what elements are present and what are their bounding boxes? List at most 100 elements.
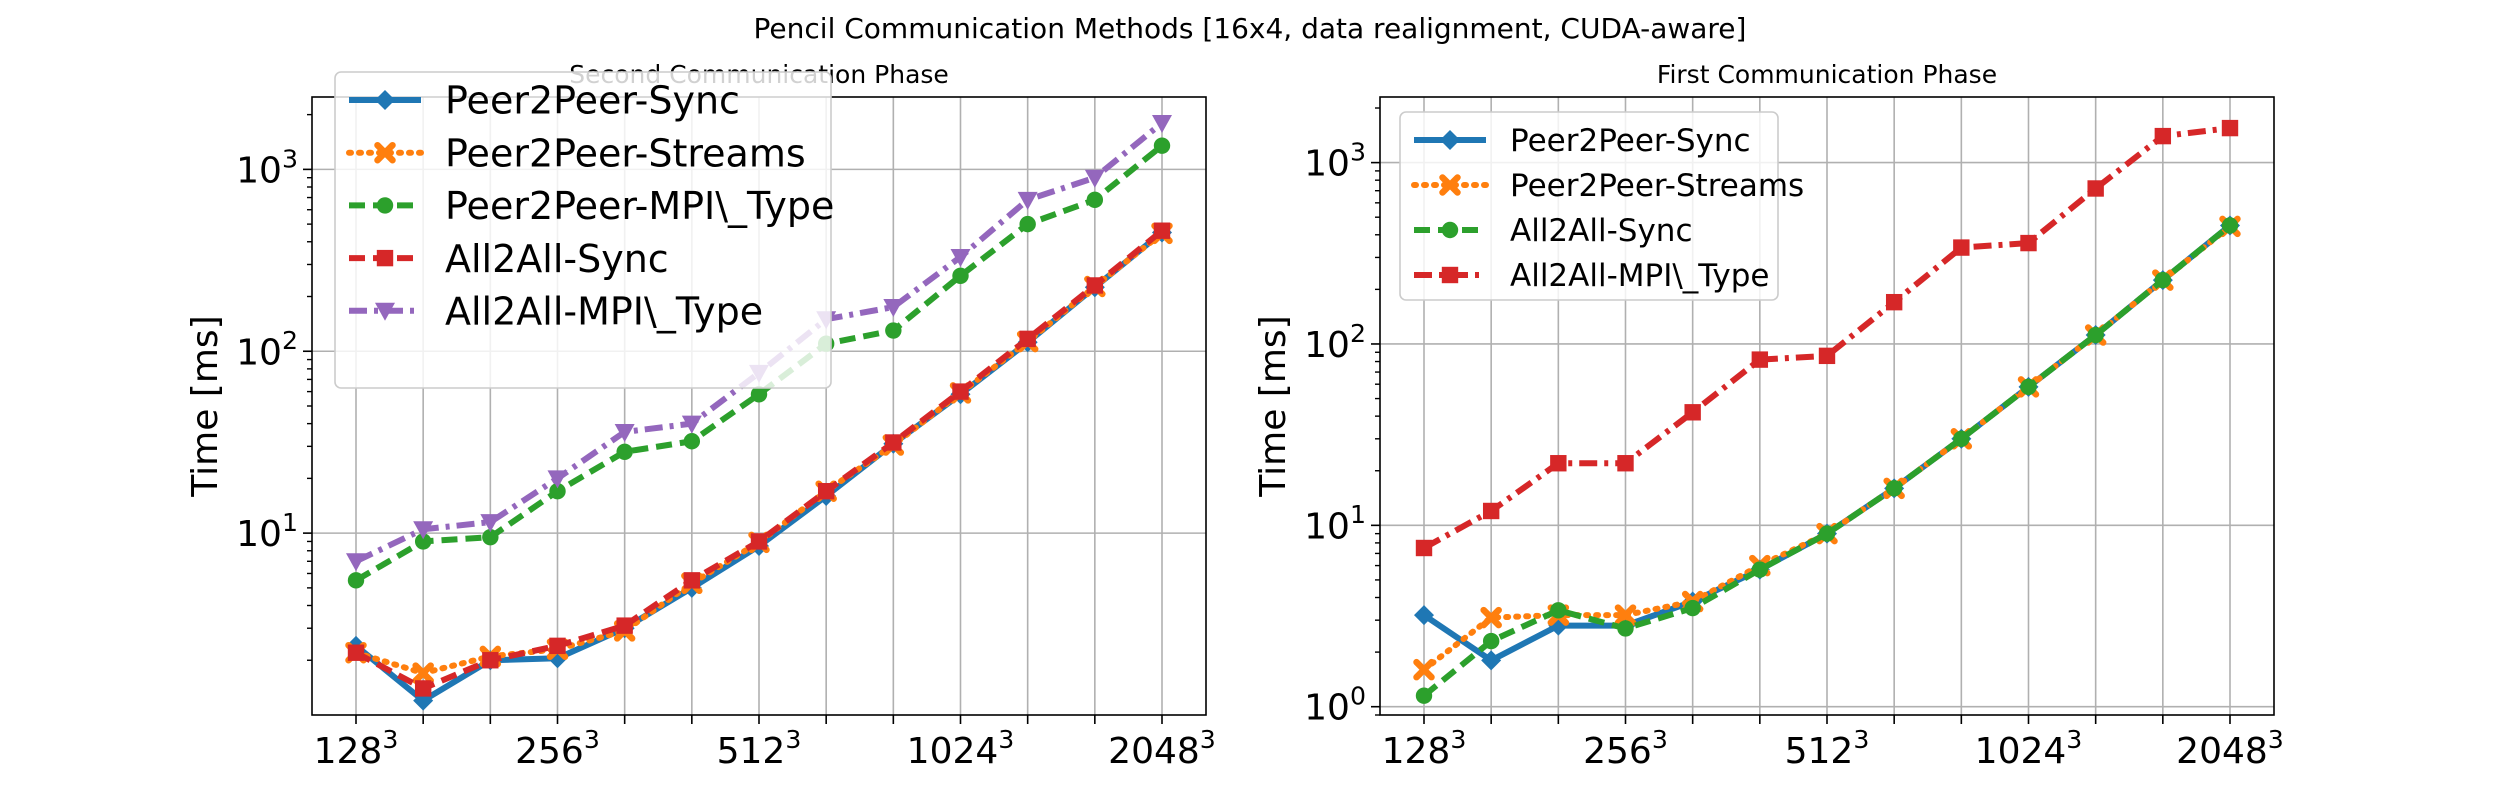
data-point	[549, 483, 566, 500]
data-point	[1414, 605, 1434, 626]
data-point	[950, 248, 971, 267]
legend-label: Peer2Peer-Streams	[1510, 168, 1804, 204]
data-point	[1086, 191, 1104, 209]
data-point	[683, 572, 701, 589]
x-tick-label: 20483	[2176, 725, 2284, 772]
x-tick-label: 1283	[1382, 725, 1467, 772]
data-point	[1019, 330, 1036, 348]
data-point	[681, 415, 702, 434]
legend-marker	[376, 197, 394, 214]
y-tick-label: 103	[236, 144, 298, 191]
legend-label: Peer2Peer-Sync	[445, 79, 740, 123]
x-tick-label: 5123	[717, 725, 802, 772]
series-all2all-sync	[1415, 217, 2239, 704]
data-point	[1617, 620, 1634, 637]
data-point	[1818, 347, 1836, 365]
y-tick-label: 100	[1304, 682, 1366, 729]
x-tick-label: 2563	[1583, 725, 1668, 772]
data-point	[1086, 277, 1104, 294]
data-point	[1617, 455, 1634, 472]
legend: Peer2Peer-Sync Peer2Peer-Streams Peer2Peer…	[334, 71, 834, 389]
data-point	[2087, 180, 2104, 197]
legend-box	[334, 71, 832, 389]
legend: Peer2Peer-Sync Peer2Peer-Streams All2All-S…	[1399, 111, 1804, 301]
data-point	[750, 533, 768, 550]
y-tick-label: 103	[1304, 137, 1366, 184]
y-axis-label: Time [ms]	[185, 315, 226, 497]
data-point	[1953, 239, 1970, 256]
data-point	[616, 617, 633, 634]
data-point	[1017, 191, 1038, 210]
data-point	[414, 533, 432, 550]
legend-marker	[376, 249, 394, 267]
data-point	[480, 514, 501, 533]
data-point	[1751, 561, 1769, 578]
legend-label: Peer2Peer-Sync	[1510, 123, 1751, 159]
data-point	[2020, 234, 2037, 252]
series-all2all-mpi-type	[1415, 119, 2239, 557]
data-point	[2020, 378, 2037, 396]
data-point	[1152, 114, 1172, 133]
data-point	[1084, 169, 1105, 188]
data-point	[883, 299, 904, 318]
data-point	[414, 680, 432, 697]
x-tick-label: 10243	[1975, 725, 2083, 772]
data-point	[2154, 271, 2172, 289]
data-point	[1413, 658, 1435, 681]
data-point	[549, 637, 566, 655]
series-all2all-sync	[347, 222, 1171, 697]
data-point	[2221, 217, 2239, 234]
data-point	[347, 572, 365, 589]
y-tick-label: 102	[236, 326, 298, 373]
data-point	[1684, 404, 1701, 421]
data-point	[413, 521, 434, 540]
data-point	[952, 383, 969, 400]
data-point	[1885, 480, 1903, 497]
data-point	[1684, 599, 1701, 617]
legend-marker	[374, 141, 396, 164]
data-point	[1885, 293, 1903, 311]
legend-label: All2All-MPI\_Type	[445, 289, 763, 333]
data-point	[346, 553, 366, 572]
data-point	[482, 528, 499, 546]
data-point	[885, 322, 902, 339]
legend-label: All2All-MPI\_Type	[1510, 258, 1770, 294]
x-tick-label: 20483	[1108, 725, 1216, 772]
legend-label: All2All-Sync	[445, 237, 669, 281]
y-axis-label: Time [ms]	[1253, 315, 1294, 497]
data-point	[1482, 502, 1500, 520]
legend-marker	[1441, 221, 1459, 239]
data-point	[616, 443, 633, 460]
data-point	[1480, 606, 1502, 629]
data-point	[1415, 687, 1433, 704]
x-tick-label: 1283	[314, 725, 399, 772]
data-point	[1153, 137, 1171, 154]
data-point	[412, 662, 434, 684]
data-point	[1751, 351, 1769, 368]
data-point	[683, 433, 701, 450]
legend-label: All2All-Sync	[1510, 213, 1693, 249]
legend-label: Peer2Peer-Streams	[445, 131, 806, 175]
data-point	[952, 267, 969, 284]
data-point	[2154, 127, 2172, 145]
y-tick-label: 102	[1304, 319, 1366, 366]
legend-box	[1399, 111, 1779, 301]
data-point	[2087, 326, 2104, 344]
figure-suptitle: Pencil Communication Methods [16x4, data…	[754, 12, 1747, 45]
data-point	[885, 434, 902, 451]
data-point	[1482, 632, 1500, 650]
data-point	[1153, 222, 1171, 239]
data-point	[1614, 604, 1637, 626]
data-point	[1019, 215, 1036, 233]
data-point	[2221, 119, 2239, 137]
legend-marker	[1441, 266, 1459, 284]
x-tick-label: 2563	[515, 725, 600, 772]
y-tick-label: 101	[236, 508, 298, 555]
data-point	[614, 423, 635, 442]
data-point	[547, 470, 568, 489]
data-point	[750, 386, 768, 403]
legend-marker	[375, 302, 395, 321]
data-point	[1550, 602, 1567, 619]
chart-title: First Communication Phase	[1657, 60, 1997, 89]
